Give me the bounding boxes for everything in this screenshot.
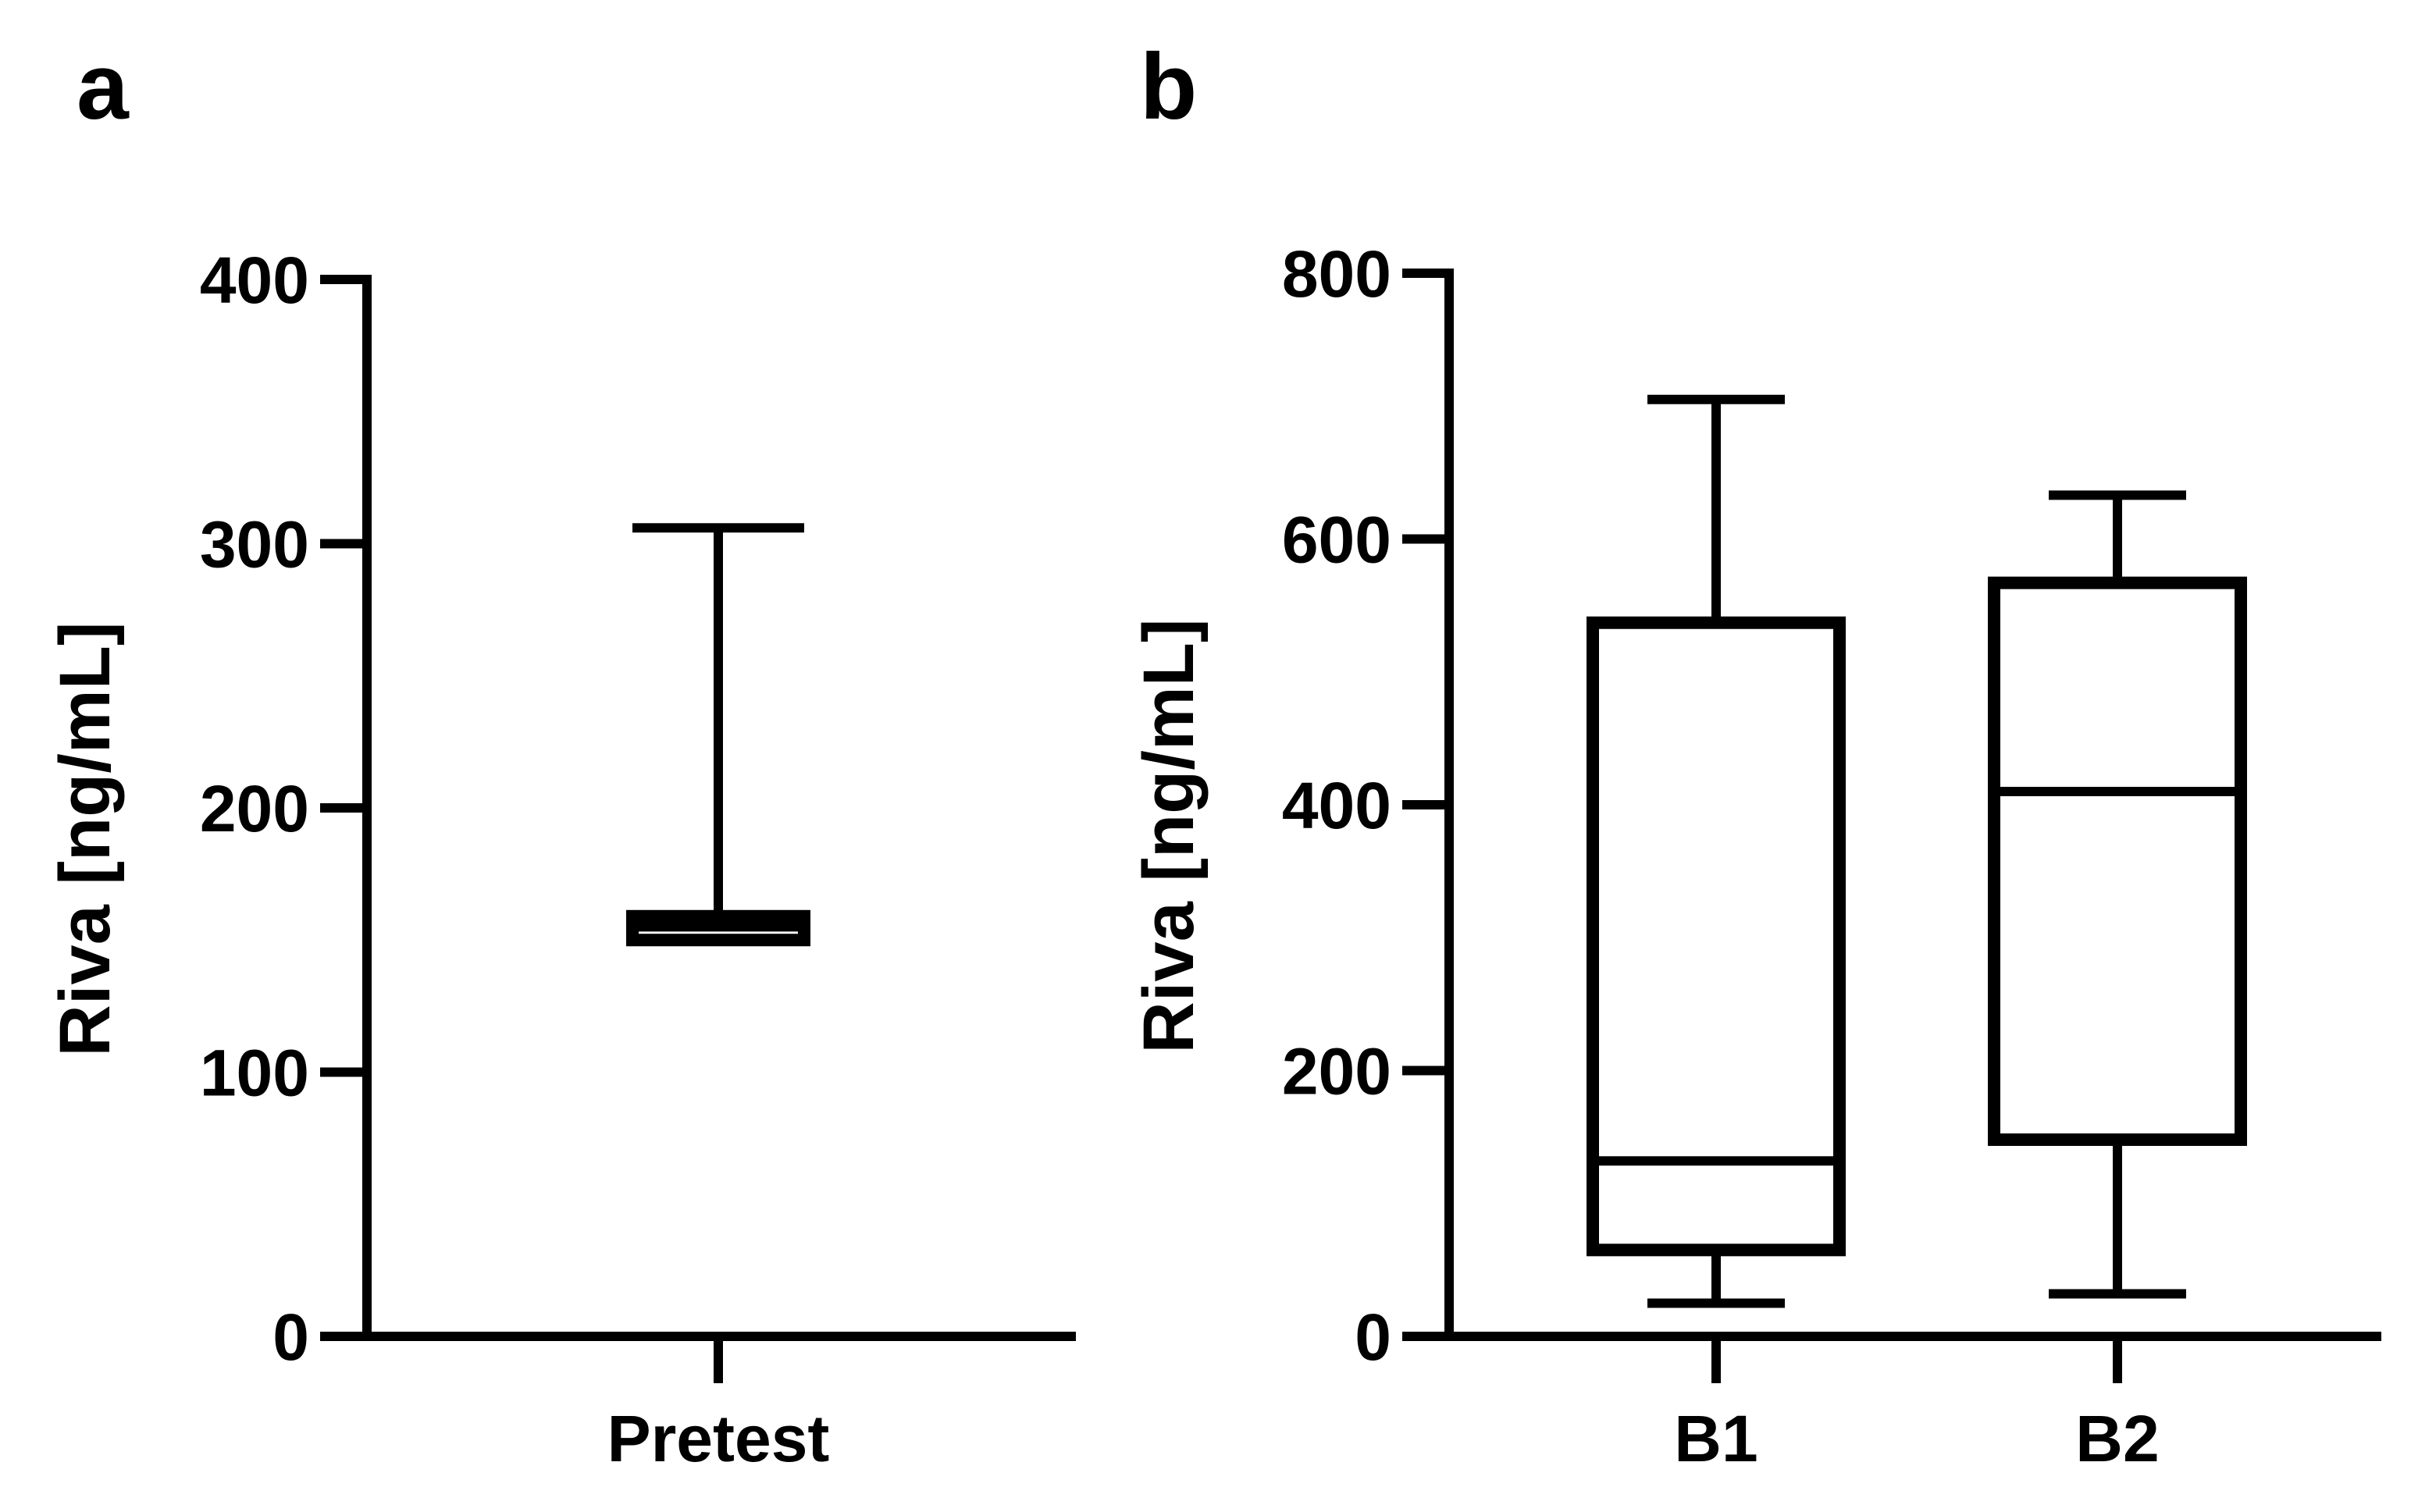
x-category-label: B2 [2075, 1402, 2159, 1475]
y-tick-label: 100 [200, 1037, 309, 1110]
y-tick-label: 0 [1355, 1300, 1391, 1374]
chart-b: 0 200 400 600 800 Riva [ng/mL] B1 B2 [1129, 237, 2381, 1475]
y-tick-label: 400 [200, 244, 309, 317]
y-tick-label: 400 [1282, 769, 1391, 842]
chart-a: 0 100 200 300 400 Riva [ng/mL] Pretest [45, 244, 1076, 1475]
y-axis-title: Riva [ng/mL] [45, 621, 125, 1056]
y-tick-label: 600 [1282, 503, 1391, 577]
box-iqr [1587, 616, 1846, 1257]
x-category-label: Pretest [607, 1402, 830, 1475]
y-tick-label: 200 [200, 772, 309, 845]
panel-letter-a: a [77, 34, 130, 139]
panel-letter-b: b [1140, 34, 1197, 139]
box-iqr [1988, 576, 2247, 1147]
y-tick-label: 800 [1282, 237, 1391, 311]
y-tick-label: 200 [1282, 1035, 1391, 1108]
y-axis-title: Riva [ng/mL] [1129, 618, 1209, 1053]
y-tick-label: 0 [272, 1300, 309, 1374]
x-category-label: B1 [1674, 1402, 1758, 1475]
y-tick-label: 300 [200, 508, 309, 582]
